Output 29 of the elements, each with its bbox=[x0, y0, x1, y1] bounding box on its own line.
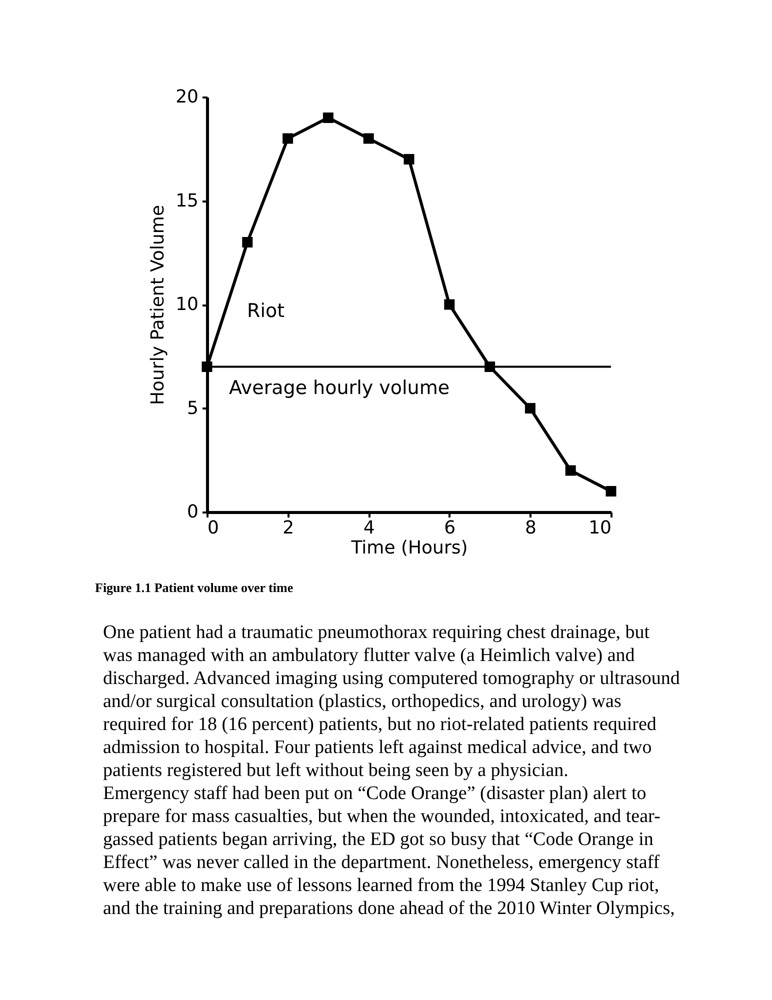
y-tick-label: 0 bbox=[187, 502, 198, 522]
text: Effect” was never called in the department. Nonetheless, emergency staff bbox=[103, 852, 660, 873]
x-tick-label: 8 bbox=[524, 518, 536, 538]
text: required for 18 (16 percent) patients, but no riot-related patients required bbox=[103, 714, 657, 735]
annotation: Riot bbox=[247, 300, 285, 322]
x-axis-title: Time (Hours) bbox=[350, 538, 468, 558]
x-tick-label: 4 bbox=[363, 518, 375, 538]
text: and/or surgical consultation (plastics, orthopedics, and urology) was bbox=[103, 691, 622, 712]
ref-line-label: Average hourly volume bbox=[229, 376, 450, 399]
text: prepare for mass casualties, but when the wounded, intoxicated, and tear- bbox=[103, 806, 660, 827]
text: One patient had a traumatic pneumothorax requiring chest drainage, but bbox=[103, 622, 650, 643]
text: discharged. Advanced imaging using computered tomography or ultrasound bbox=[103, 668, 680, 689]
text: was managed with an ambulatory flutter valve (a Heimlich valve) and bbox=[103, 645, 636, 666]
x-tick-label: 2 bbox=[282, 518, 294, 538]
x-tick-label: 10 bbox=[588, 518, 612, 538]
text: Emergency staff had been put on “Code Orange” (disaster plan) alert to bbox=[103, 783, 646, 804]
y-tick-label: 5 bbox=[187, 398, 198, 419]
y-axis-title: Hourly Patient Volume bbox=[148, 204, 169, 406]
y-tick-label: 10 bbox=[176, 294, 198, 315]
caption: Figure 1.1 Patient volume over time bbox=[95, 580, 294, 595]
y-tick-label: 20 bbox=[176, 86, 198, 108]
y-tick-label: 15 bbox=[176, 190, 198, 212]
x-tick-label: 6 bbox=[444, 518, 456, 538]
text: patients registered but left without being seen by a physician. bbox=[103, 760, 568, 781]
x-tick-label: 0 bbox=[208, 518, 219, 538]
text: and the training and preparations done ahead of the 2010 Winter Olympics, bbox=[103, 898, 675, 919]
text: admission to hospital. Four patients left against medical advice, and two bbox=[103, 737, 652, 758]
text: gassed patients began arriving, the ED got so busy that “Code Orange in bbox=[103, 829, 654, 850]
text: were able to make use of lessons learned from the 1994 Stanley Cup riot, bbox=[103, 875, 660, 896]
